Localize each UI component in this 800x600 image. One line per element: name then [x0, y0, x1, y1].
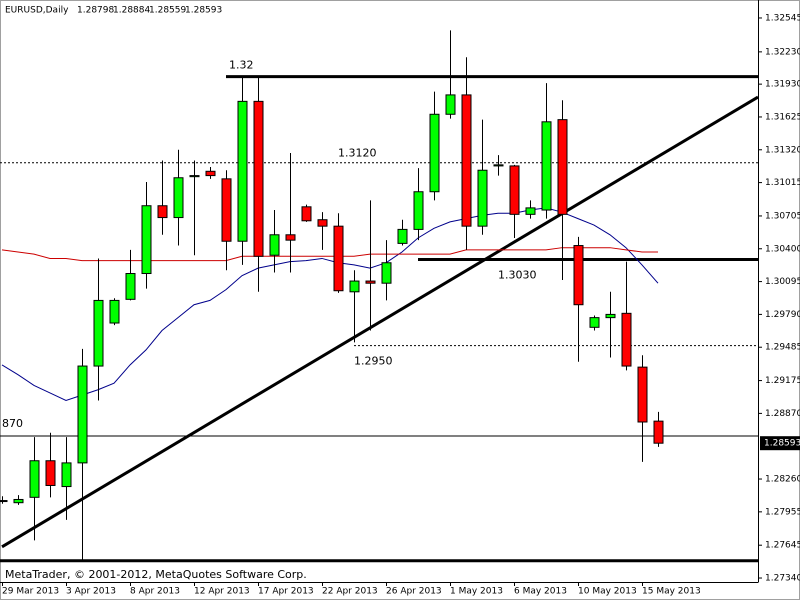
moving-average — [1, 247, 658, 262]
candle-body — [269, 234, 280, 256]
y-tick-label: 1.32545 — [765, 13, 800, 23]
candle-body — [0, 500, 8, 503]
x-tick-label: 6 May 2013 — [514, 587, 567, 597]
candle-body — [397, 228, 408, 244]
x-tick-label: 26 Apr 2013 — [386, 587, 442, 597]
candle-body — [637, 366, 648, 423]
candle-body — [429, 113, 440, 193]
x-tick-label: 12 Apr 2013 — [194, 587, 250, 597]
y-tick-label: 1.27340 — [765, 574, 800, 584]
candle-body — [93, 299, 104, 367]
y-tick-label: 1.31015 — [765, 178, 800, 188]
candle-body — [605, 313, 616, 319]
level-label: 1.3030 — [498, 269, 537, 282]
copyright: MetaTrader, © 2001-2012, MetaQuotes Soft… — [5, 568, 307, 581]
header-high: 1.28884 — [113, 6, 150, 16]
x-tick-label: 8 Apr 2013 — [130, 587, 180, 597]
x-tick-label: 3 Apr 2013 — [66, 587, 116, 597]
candle-body — [349, 280, 360, 293]
price-line-label: 870 — [2, 417, 23, 430]
x-tick-label: 10 May 2013 — [578, 587, 637, 597]
candle-body — [205, 170, 216, 177]
x-tick-label: 17 Apr 2013 — [258, 587, 314, 597]
candle-body — [109, 299, 120, 324]
y-tick-label: 1.28870 — [765, 409, 800, 419]
y-tick-label: 1.30095 — [765, 277, 800, 287]
candle-body — [541, 121, 552, 211]
x-tick-label: 29 Mar 2013 — [2, 587, 59, 597]
y-tick-label: 1.32230 — [765, 47, 800, 57]
candle-body — [125, 273, 136, 300]
candle-body — [29, 460, 40, 498]
x-tick-label: 1 May 2013 — [450, 587, 503, 597]
candle-body — [653, 420, 664, 444]
y-tick-label: 1.28260 — [765, 475, 800, 485]
level-label: 1.32 — [229, 59, 254, 72]
candle-body — [189, 175, 200, 178]
y-tick-label: 1.29175 — [765, 376, 800, 386]
candle-body — [253, 100, 264, 257]
y-tick-label: 1.30705 — [765, 211, 800, 221]
candle-body — [477, 169, 488, 227]
candle-body — [493, 164, 504, 167]
candle-body — [141, 205, 152, 275]
candle-body — [13, 498, 24, 504]
y-tick-label: 1.31625 — [765, 112, 800, 122]
y-tick-label: 1.30400 — [765, 244, 800, 254]
candle-body — [317, 219, 328, 227]
candle-body — [61, 462, 72, 488]
candle-body — [557, 119, 568, 215]
candle-body — [333, 225, 344, 292]
y-tick-label: 1.31930 — [765, 80, 800, 90]
candle-body — [45, 460, 56, 486]
candle-body — [77, 365, 88, 464]
candle-body — [157, 205, 168, 219]
candle-body — [413, 191, 424, 230]
trendline — [1, 95, 759, 549]
candle-body — [525, 207, 536, 215]
candle-body — [445, 94, 456, 115]
level-label: 1.2950 — [354, 355, 393, 368]
header-open: 1.28798 — [77, 6, 114, 16]
level-label: 1.3120 — [338, 147, 377, 160]
header-close: 1.28593 — [185, 6, 222, 16]
candle-body — [173, 177, 184, 219]
candle-body — [573, 245, 584, 306]
price-marker — [760, 436, 800, 451]
candle-body — [221, 178, 232, 242]
candle-body — [237, 100, 248, 242]
y-tick-label: 1.29790 — [765, 310, 800, 320]
header-low: 1.28559 — [149, 6, 186, 16]
x-tick-label: 15 May 2013 — [642, 587, 701, 597]
y-tick-label: 1.31320 — [765, 145, 800, 155]
candle-body — [365, 280, 376, 284]
candle-body — [589, 317, 600, 328]
price-marker-label: 1.28593 — [764, 439, 800, 449]
candle-body — [301, 206, 312, 222]
x-tick-label: 22 Apr 2013 — [322, 587, 378, 597]
candle-body — [461, 94, 472, 227]
candle-body — [285, 234, 296, 241]
y-tick-label: 1.29485 — [765, 343, 800, 353]
candle-body — [381, 262, 392, 284]
y-tick-label: 1.27645 — [765, 541, 800, 551]
chart-title: EURUSD,Daily — [5, 6, 69, 16]
y-tick-label: 1.27955 — [765, 507, 800, 517]
candle-body — [621, 312, 632, 367]
candle-body — [509, 165, 520, 215]
